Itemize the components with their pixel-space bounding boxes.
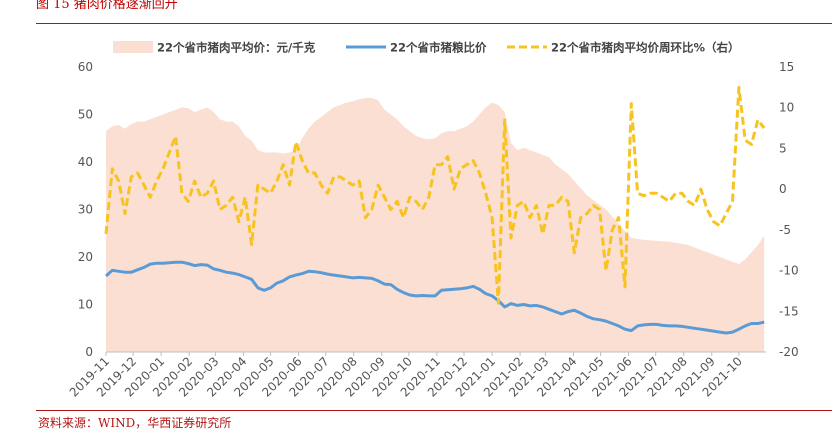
right-axis-tick-label: 0 (779, 182, 787, 196)
left-axis-tick-label: 30 (78, 203, 93, 217)
top-rule (36, 23, 832, 24)
left-axis-tick-label: 40 (78, 155, 93, 169)
left-axis-tick-label: 50 (78, 108, 93, 122)
right-axis-tick-label: 10 (779, 101, 794, 115)
right-axis-tick-label: -5 (779, 223, 791, 237)
right-axis-tick-label: 5 (779, 141, 787, 155)
right-axis-tick-label: -15 (779, 304, 799, 318)
lines-layer (104, 85, 766, 335)
legend-label-ratio: 22个省市猪粮比价 (390, 41, 487, 55)
pork-price-area (106, 97, 765, 353)
right-axis-tick-label: -10 (779, 264, 799, 278)
legend-label-wow: 22个省市猪肉平均价周环比%（右） (551, 41, 740, 55)
figure-title: 图 15 猪肉价格逐渐回升 (36, 0, 178, 12)
left-axis-tick-label: 20 (78, 250, 93, 264)
left-axis-tick-label: 10 (78, 298, 93, 312)
source-note: 资料来源：WIND，华西证券研究所 (38, 416, 232, 430)
right-axis-tick-label: 15 (779, 60, 794, 74)
chart: 22个省市猪肉平均价：元/千克 22个省市猪粮比价 22个省市猪肉平均价周环比%（右… (67, 41, 799, 400)
legend: 22个省市猪肉平均价：元/千克 22个省市猪粮比价 22个省市猪肉平均价周环比%（右… (113, 41, 740, 55)
left-axis-tick-label: 60 (78, 60, 93, 74)
right-axis-tick-label: -20 (779, 345, 799, 359)
legend-swatch-pork-price (113, 41, 153, 53)
bottom-rule (36, 410, 832, 411)
area-layer (106, 97, 765, 353)
legend-label-pork-price: 22个省市猪肉平均价：元/千克 (157, 41, 316, 55)
pork-price-wow-line (104, 85, 766, 305)
pig-grain-ratio-line (104, 260, 765, 335)
left-axis-tick-label: 0 (85, 345, 93, 359)
